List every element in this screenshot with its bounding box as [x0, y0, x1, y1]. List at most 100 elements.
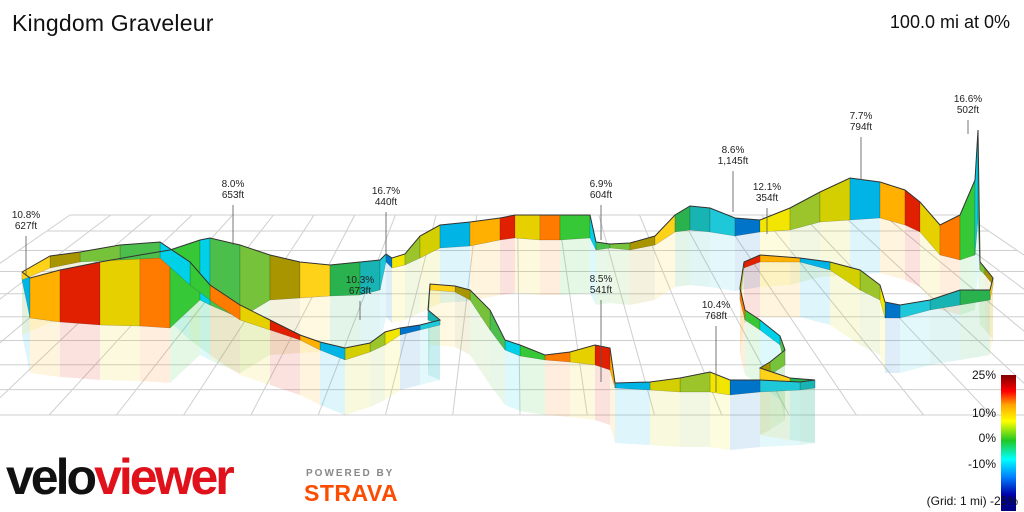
route-shadow-segment: [300, 340, 320, 405]
climb-annotation: 6.9%604ft: [590, 179, 613, 240]
climb-annotation: 16.6%502ft: [954, 94, 982, 134]
route-shadow-segment: [650, 390, 680, 447]
climb-annotation: 8.6%1,145ft: [718, 145, 749, 212]
ribbon-segment[interactable]: [709, 371, 731, 396]
route-shadow-segment: [800, 262, 830, 325]
route-shadow-segment: [900, 310, 930, 373]
ribbon-segment[interactable]: [269, 254, 301, 301]
ribbon-segment[interactable]: [499, 214, 516, 241]
route-shadow-segment: [710, 232, 735, 291]
veloviewer-logo[interactable]: veloviewer: [6, 449, 235, 505]
ribbon-segment[interactable]: [709, 207, 736, 237]
route-shadow-segment: [515, 238, 540, 295]
route-shadow-segment: [930, 305, 960, 365]
ribbon-segment[interactable]: [689, 205, 711, 233]
route-summary: 100.0 mi at 0%: [889, 12, 1010, 32]
grid-line: [317, 214, 396, 416]
ribbon-segment[interactable]: [514, 214, 541, 241]
grid-line: [557, 214, 588, 416]
route-shadow-segment: [500, 238, 515, 295]
annotation-grade: 7.7%: [850, 111, 873, 122]
route-shadow-segment: [860, 290, 880, 355]
ribbon-segment[interactable]: [939, 214, 961, 261]
route-shadow-segment: [850, 218, 880, 275]
route-shadow-segment: [790, 222, 820, 285]
route-shadow-segment: [905, 225, 920, 287]
ribbon-segment[interactable]: [299, 261, 331, 299]
route-shadow-segment: [615, 388, 650, 445]
climb-annotation: 10.8%627ft: [12, 210, 40, 276]
route-shadow-segment: [428, 320, 440, 380]
route-shadow-segment: [655, 232, 675, 300]
powered-by-label: POWERED BY: [306, 468, 395, 479]
ribbon-segment[interactable]: [759, 207, 791, 233]
route-shadow-segment: [420, 325, 440, 385]
ribbon-segment[interactable]: [539, 214, 561, 241]
annotation-elevation: 653ft: [222, 190, 244, 201]
route-shadow-segment: [800, 388, 815, 445]
route-shadow-segment: [630, 245, 655, 305]
route-shadow-segment: [490, 330, 505, 405]
annotation-grade: 8.0%: [222, 179, 245, 190]
route-shadow-segment: [990, 285, 993, 355]
annotation-grade: 10.3%: [346, 275, 374, 286]
route-shadow-segment: [740, 300, 745, 375]
legend-tick: 0%: [979, 431, 997, 445]
legend-tick: 25%: [972, 368, 996, 382]
ribbon-segment[interactable]: [439, 221, 471, 249]
route-shadow-segment: [455, 292, 470, 355]
ribbon-segment[interactable]: [59, 261, 101, 326]
ribbon-top-edge: [21, 129, 994, 384]
elevation-ribbon[interactable]: [21, 129, 994, 396]
annotation-grade: 10.8%: [12, 210, 40, 221]
annotation-elevation: 768ft: [705, 311, 727, 322]
annotation-elevation: 502ft: [957, 105, 979, 116]
grid-scale-note: (Grid: 1 mi) -25%: [926, 494, 1018, 508]
grid-line: [517, 214, 521, 416]
strava-logo[interactable]: STRAVA: [304, 480, 399, 506]
route-shadow-segment: [596, 248, 610, 305]
ribbon-segment[interactable]: [29, 269, 61, 323]
ribbon-segment[interactable]: [959, 179, 976, 261]
ribbon-segment[interactable]: [99, 254, 141, 327]
route-shadow-segment: [975, 220, 978, 310]
ribbon-segment[interactable]: [849, 177, 881, 221]
route-shadow-segment: [400, 330, 420, 390]
route-shadow-segment: [470, 240, 500, 301]
route-shadow-segment: [830, 270, 860, 345]
grid-line: [452, 214, 478, 416]
route-shadow-segment: [22, 280, 30, 373]
route-shadow-segment: [675, 230, 690, 287]
annotation-elevation: 354ft: [756, 193, 778, 204]
annotation-grade: 10.4%: [702, 300, 730, 311]
route-shadow-segment: [610, 370, 615, 443]
route-shadow-segment: [880, 300, 885, 373]
route-shadow-segment: [540, 240, 560, 295]
route-shadow-segment: [360, 290, 380, 350]
climb-annotation: 10.3%673ft: [346, 275, 374, 320]
route-shadow: [22, 218, 993, 450]
grid-line: [250, 214, 356, 416]
route-shadow-segment: [520, 356, 545, 415]
ribbon-segment[interactable]: [559, 214, 591, 241]
climb-annotations: 10.8%627ft 8.0%653ft 10.3%673ft 16.7%440ft 6…: [12, 94, 982, 392]
annotation-elevation: 604ft: [590, 190, 612, 201]
route-shadow-segment: [330, 295, 360, 351]
route-title: Kingdom Graveleur: [12, 10, 214, 36]
route-shadow-segment: [740, 268, 744, 355]
route-shadow-segment: [270, 330, 300, 395]
route-shadow-segment: [610, 248, 630, 305]
route-shadow-segment: [370, 345, 385, 407]
gradient-legend: 25% 10% 0% -10%: [968, 368, 1016, 511]
route-shadow-segment: [760, 380, 790, 440]
annotation-elevation: 673ft: [349, 286, 371, 297]
annotation-grade: 16.7%: [372, 186, 400, 197]
annotation-grade: 8.6%: [722, 145, 745, 156]
grid-line: [720, 214, 857, 416]
route-shadow-segment: [760, 262, 800, 317]
route-shadow-segment: [680, 392, 710, 447]
route-shadow-segment: [100, 325, 140, 381]
route-shadow-segment: [690, 230, 710, 287]
ribbon-segment[interactable]: [674, 205, 691, 233]
